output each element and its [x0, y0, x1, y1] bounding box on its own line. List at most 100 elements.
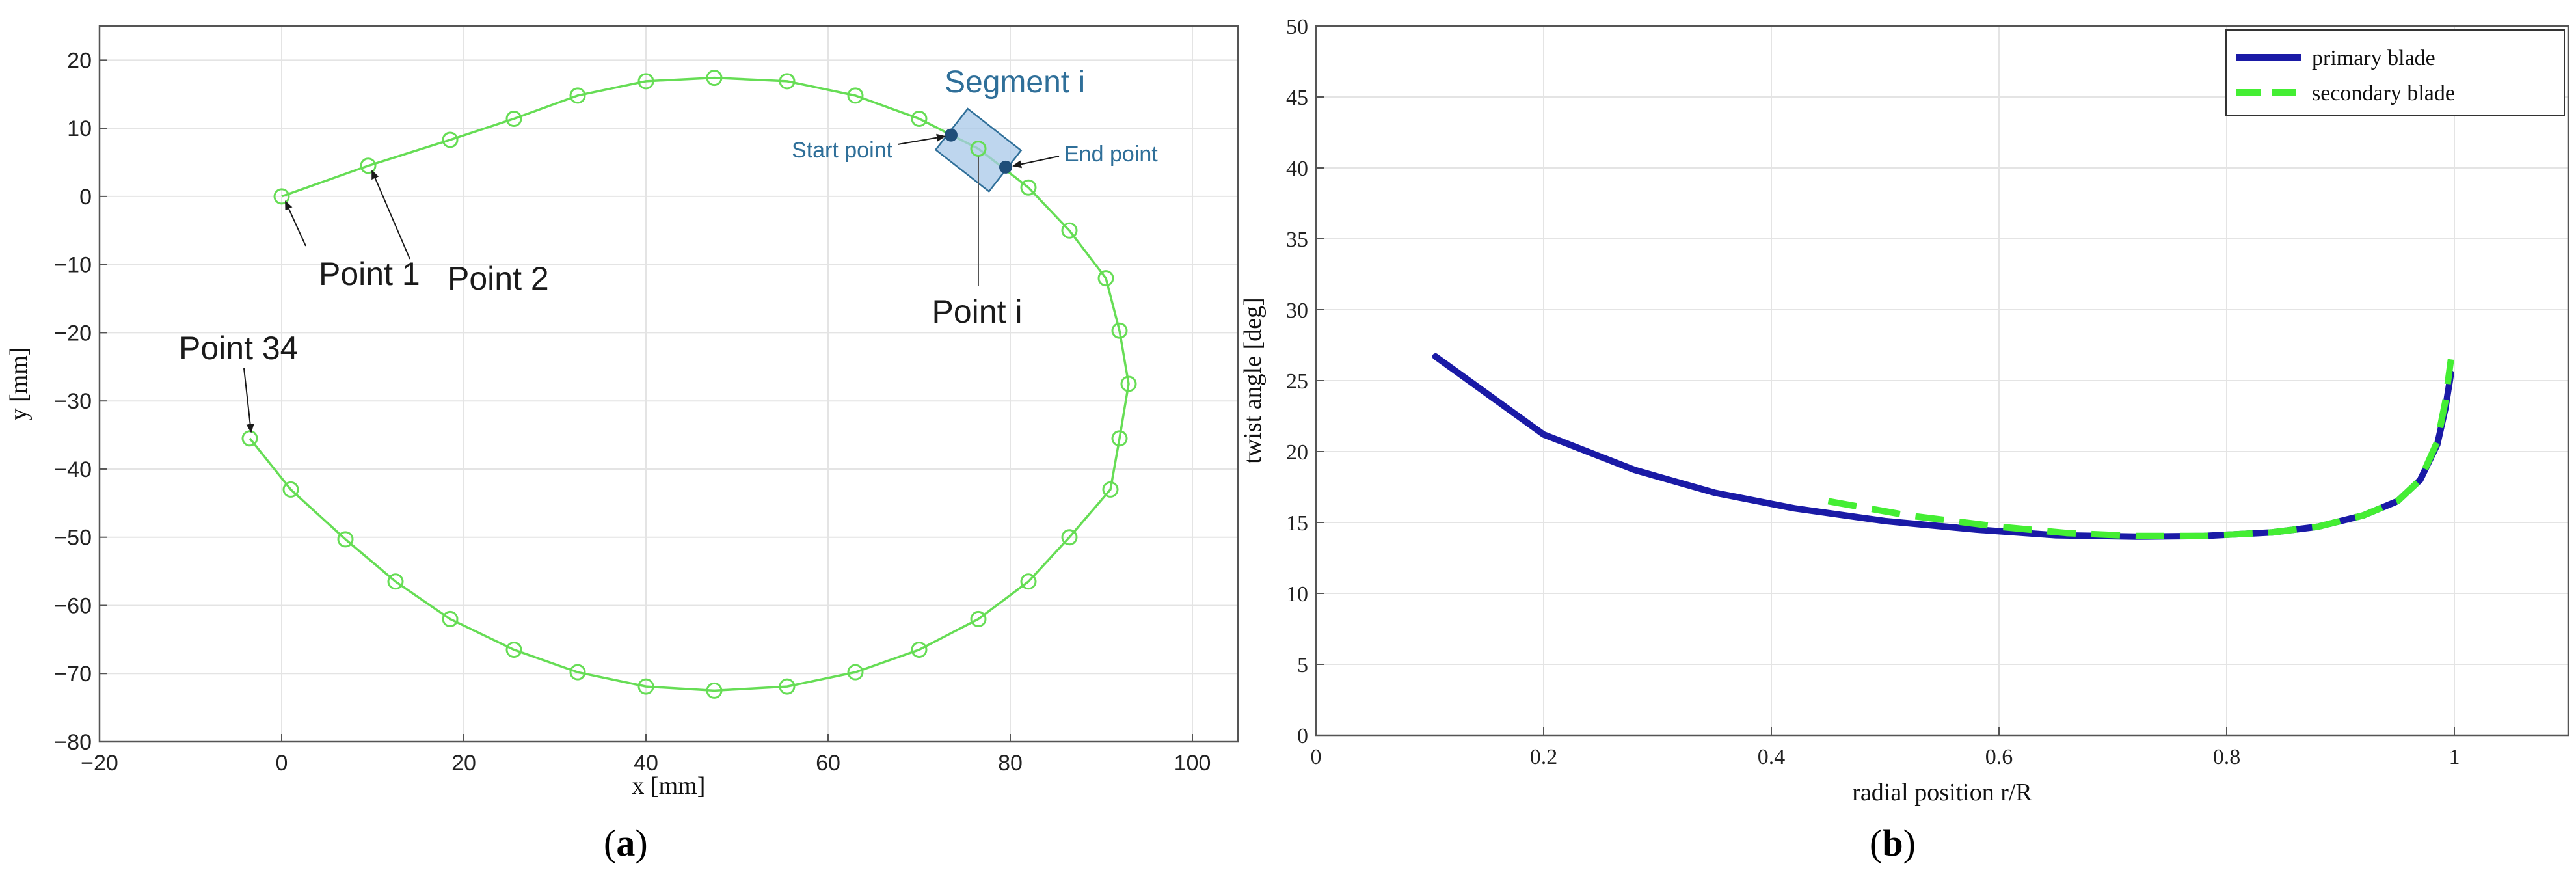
- y-tick-label: 20: [1286, 440, 1308, 465]
- data-point: [1111, 430, 1128, 447]
- y-tick-label: −70: [54, 662, 92, 686]
- arrow-point-2: [371, 169, 410, 260]
- annotation-point-2: Point 2: [448, 260, 549, 297]
- legend-label-secondary-blade: secondary blade: [2312, 81, 2455, 105]
- arrow-point-34: [243, 368, 254, 433]
- data-point: [442, 131, 459, 148]
- end-point-marker: [999, 160, 1012, 174]
- data-point: [1061, 529, 1078, 546]
- series-line-secondary-blade: [1827, 359, 2454, 539]
- x-tick-label: 0.6: [1985, 745, 2013, 769]
- annotation-end-point: End point: [1064, 142, 1158, 167]
- plot-area: [100, 26, 1238, 742]
- data-point: [442, 610, 459, 627]
- x-tick-label: 1: [2449, 745, 2460, 769]
- y-tick-label: 0: [1297, 724, 1308, 748]
- y-tick-label: 40: [1286, 157, 1308, 181]
- x-tick-label: 0: [1311, 745, 1322, 769]
- series-line-contour: [248, 76, 1130, 692]
- panel-b-chart: 0 0.2 0.4 0.6 0.8 105101520253035404550radial…: [1239, 15, 2569, 806]
- x-tick-label: 0: [276, 751, 288, 776]
- data-point: [387, 573, 404, 590]
- x-tick-label: 20: [451, 751, 476, 776]
- data-point: [1020, 179, 1037, 196]
- y-tick-label: 50: [1286, 15, 1308, 39]
- y-tick-label: 10: [1286, 582, 1308, 606]
- data-point: [505, 642, 522, 658]
- data-point: [337, 531, 354, 548]
- data-point: [779, 73, 796, 90]
- data-point: [706, 70, 723, 87]
- y-tick-label: 20: [67, 48, 92, 73]
- annotation-point-1: Point 1: [319, 256, 420, 292]
- series-line-primary-blade: [1432, 353, 2454, 540]
- data-point-i: [970, 141, 987, 157]
- x-tick-label: 100: [1174, 751, 1211, 776]
- y-tick-label: −10: [54, 253, 92, 278]
- data-point: [360, 157, 377, 174]
- arrow-end-point: [1012, 156, 1060, 169]
- start-point-marker: [945, 128, 958, 142]
- y-tick-label: −40: [54, 457, 92, 482]
- panel-a-chart: −20 0 20 40 60 80 100 −80 −70 −60 −50 −40 −30 −20 −10 0…: [5, 25, 1239, 800]
- y-tick-label: 30: [1286, 299, 1308, 323]
- annotation-point-i: Point i: [932, 293, 1023, 330]
- data-point: [847, 87, 864, 104]
- arrow-point-1: [285, 200, 306, 247]
- annotation-start-point: Start point: [792, 138, 893, 163]
- panel-b-caption: (b): [1870, 822, 1916, 864]
- x-tick-label: 0.4: [1758, 745, 1786, 769]
- y-tick-label: −60: [54, 593, 92, 618]
- y-tick-label: 45: [1286, 86, 1308, 110]
- y-tick-label: −50: [54, 526, 92, 550]
- x-tick-label: 0.2: [1530, 745, 1558, 769]
- y-axis-label: twist angle [deg]: [1239, 297, 1267, 463]
- y-axis-label: y [mm]: [5, 347, 33, 421]
- x-tick-label: 60: [816, 751, 840, 776]
- data-point: [911, 110, 928, 127]
- x-axis-label: x [mm]: [632, 772, 706, 800]
- axes-frame: [98, 25, 1239, 743]
- x-tick-label: 0.8: [2213, 745, 2241, 769]
- data-point: [706, 682, 723, 699]
- y-tick-label: 5: [1297, 653, 1308, 677]
- x-tick-label: 40: [634, 751, 658, 776]
- y-tick-label: −20: [54, 321, 92, 345]
- data-point: [569, 87, 586, 104]
- data-point: [911, 642, 928, 658]
- y-tick-label: −30: [54, 389, 92, 414]
- x-tick-label: −20: [81, 751, 118, 776]
- y-tick-label: 10: [67, 116, 92, 141]
- y-tick-label: 0: [79, 185, 92, 210]
- data-point: [1020, 573, 1037, 590]
- data-point: [1061, 222, 1078, 239]
- data-point: [1111, 322, 1128, 339]
- data-point: [1097, 270, 1114, 287]
- data-point: [505, 110, 522, 127]
- annotation-segment-i: Segment i: [945, 65, 1085, 100]
- legend-label-primary-blade: primary blade: [2312, 46, 2435, 70]
- data-point: [637, 73, 654, 90]
- data-point: [970, 610, 987, 627]
- y-tick-label: 25: [1286, 370, 1308, 394]
- legend-box: [2225, 29, 2565, 116]
- annotation-point-34: Point 34: [179, 330, 298, 366]
- data-point: [569, 664, 586, 681]
- y-tick-label: 35: [1286, 228, 1308, 252]
- data-point: [273, 188, 290, 205]
- data-point: [1102, 481, 1119, 498]
- data-point: [637, 678, 654, 695]
- data-point: [847, 664, 864, 681]
- data-point: [282, 481, 299, 498]
- x-tick-label: 80: [998, 751, 1023, 776]
- panel-a-caption: (a): [604, 822, 648, 864]
- y-tick-label: −80: [54, 730, 92, 755]
- data-point: [1120, 375, 1137, 392]
- y-tick-label: 15: [1286, 511, 1308, 535]
- x-axis-label: radial position r/R: [1852, 779, 2032, 806]
- data-point: [779, 678, 796, 695]
- arrow-start-point: [897, 133, 946, 145]
- legend: primary blade secondary blade: [2225, 29, 2565, 116]
